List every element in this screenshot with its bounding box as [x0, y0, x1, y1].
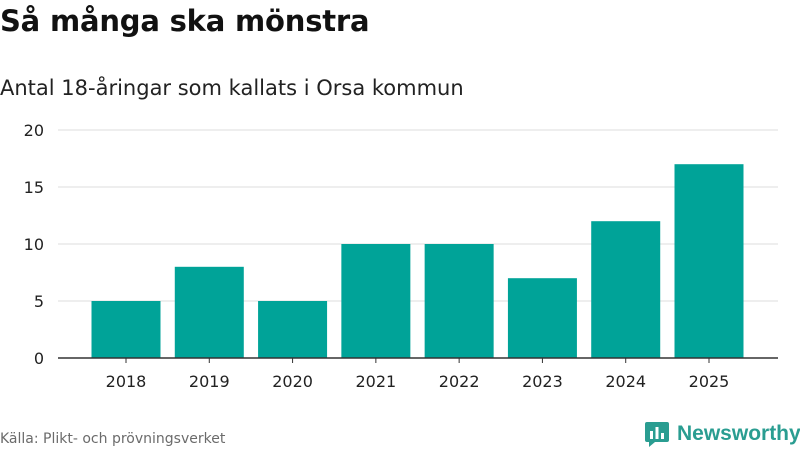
newsworthy-logo-text: Newsworthy — [677, 422, 800, 445]
x-tick-labels: 2018 2019 2020 2021 2022 2023 2024 2025 — [106, 372, 730, 391]
newsworthy-logo: Newsworthy — [645, 419, 800, 449]
x-tick-label: 2018 — [106, 372, 147, 391]
bar — [424, 244, 494, 358]
chart-subtitle: Antal 18-åringar som kallats i Orsa komm… — [0, 76, 464, 100]
newsworthy-logo-icon — [645, 422, 669, 447]
x-tick-label: 2023 — [522, 372, 563, 391]
chart-title: Så många ska mönstra — [0, 4, 370, 38]
y-tick-label: 5 — [34, 292, 44, 311]
bar — [174, 266, 244, 358]
bars — [91, 164, 744, 358]
bar-chart: 0 5 10 15 20 2018 2019 2020 2021 2022 2023 2024 202… — [24, 121, 778, 391]
grid-lines — [58, 129, 778, 302]
x-axis — [58, 357, 778, 363]
bar — [507, 278, 577, 358]
bar — [91, 301, 161, 358]
y-tick-label: 0 — [34, 349, 44, 368]
bar — [674, 164, 744, 358]
x-tick-label: 2024 — [605, 372, 646, 391]
x-tick-label: 2020 — [272, 372, 313, 391]
y-tick-labels: 0 5 10 15 20 — [24, 121, 44, 368]
bar — [341, 244, 411, 358]
x-tick-label: 2022 — [439, 372, 480, 391]
x-tick-label: 2025 — [689, 372, 730, 391]
x-tick-label: 2021 — [355, 372, 396, 391]
bar — [258, 301, 328, 358]
y-tick-label: 10 — [24, 235, 44, 254]
x-tick-label: 2019 — [189, 372, 230, 391]
bar — [591, 221, 661, 358]
y-tick-label: 15 — [24, 178, 44, 197]
source-note: Källa: Plikt- och prövningsverket — [0, 431, 226, 447]
y-tick-label: 20 — [24, 121, 44, 140]
